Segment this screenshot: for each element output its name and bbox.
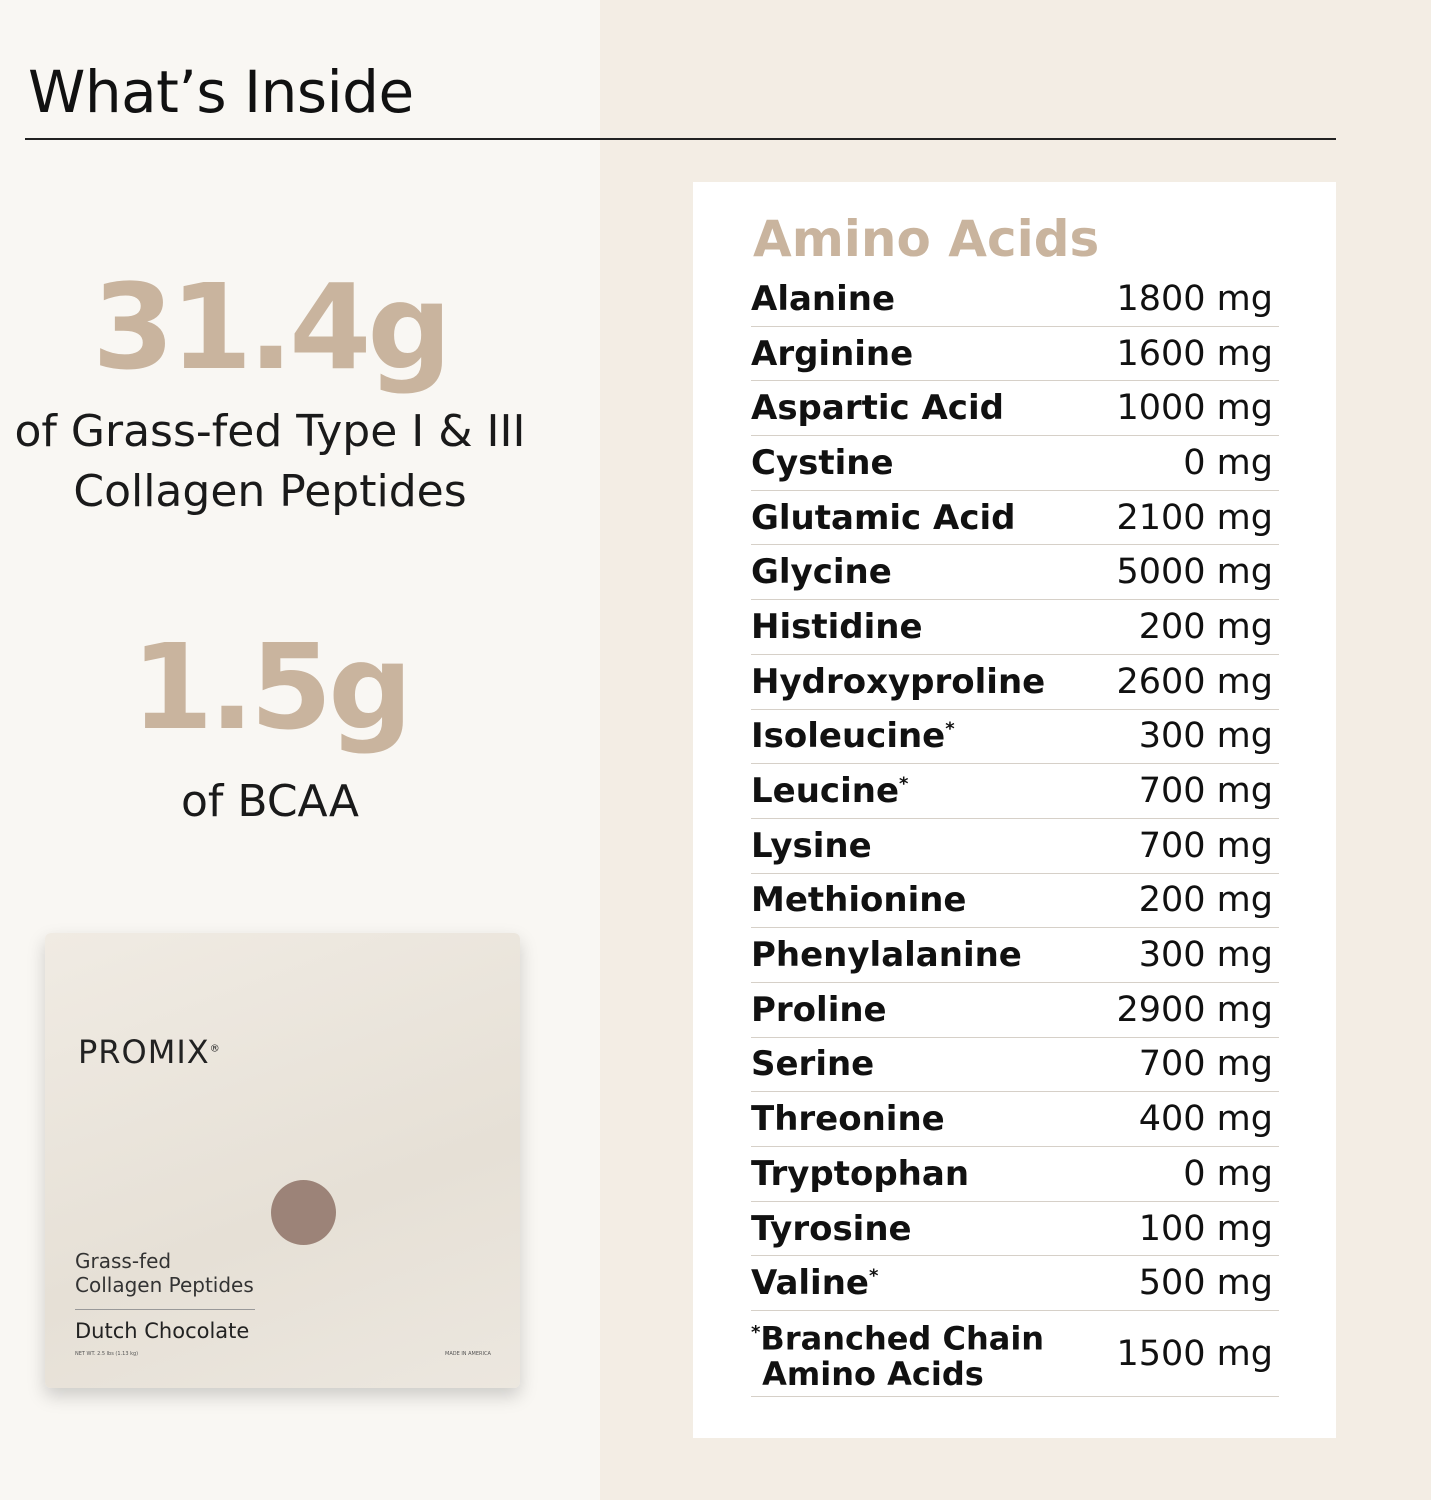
table-row: Tryptophan 0 mg [751, 1147, 1279, 1202]
amino-acid-name: Isoleucine* [751, 716, 955, 757]
bag-flavor: Dutch Chocolate [75, 1319, 250, 1343]
title-divider [25, 138, 1336, 140]
amino-acid-name: Tyrosine [751, 1208, 912, 1249]
bcaa-amount: 1.5g [131, 618, 413, 756]
amino-acid-name: Glutamic Acid [751, 497, 1016, 538]
table-row-bcaa-total: *Branched Chain Amino Acids 1500 mg [751, 1311, 1279, 1398]
amino-acid-value: 400 mg [1138, 1099, 1273, 1140]
bcaa-stat: 1.5g of BCAA [0, 628, 540, 832]
amino-acid-value: 500 mg [1138, 1263, 1273, 1304]
amino-acid-value: 100 mg [1138, 1208, 1273, 1249]
amino-acid-value: 2100 mg [1116, 497, 1273, 538]
collagen-amount: 31.4g [92, 258, 452, 396]
amino-acid-name: Glycine [751, 552, 892, 593]
amino-acid-name: Arginine [751, 333, 914, 374]
table-row: Alanine 1800 mg [751, 272, 1279, 327]
table-row: Histidine 200 mg [751, 600, 1279, 655]
bag-divider [75, 1309, 255, 1310]
amino-acid-name: Lysine [751, 825, 872, 866]
amino-acid-name: Proline [751, 989, 887, 1030]
amino-acid-value: 300 mg [1138, 935, 1273, 976]
amino-acid-value: 2600 mg [1116, 661, 1273, 702]
table-row: Proline 2900 mg [751, 983, 1279, 1038]
bag-product-name: Grass-fed Collagen Peptides [75, 1249, 254, 1297]
table-row: Aspartic Acid 1000 mg [751, 381, 1279, 437]
amino-acid-name: Methionine [751, 880, 967, 921]
table-row: Cystine 0 mg [751, 436, 1279, 491]
table-row: Tyrosine 100 mg [751, 1202, 1279, 1257]
product-bag-image: PROMIX® Grass-fed Collagen Peptides Dutch… [45, 933, 520, 1388]
amino-acid-name: Tryptophan [751, 1153, 970, 1194]
table-heading: Amino Acids [753, 210, 1100, 268]
amino-acid-value: 700 mg [1138, 825, 1273, 866]
amino-acid-value: 300 mg [1138, 716, 1273, 757]
amino-acid-value: 700 mg [1138, 771, 1273, 812]
amino-acid-table-card: Amino Acids Alanine 1800 mg Arginine 1600 m… [693, 182, 1336, 1438]
table-row: Arginine 1600 mg [751, 327, 1279, 382]
amino-acid-name: Hydroxyproline [751, 661, 1046, 702]
bcaa-footnote-label: *Branched Chain Amino Acids [751, 1319, 1045, 1394]
amino-acid-table: Alanine 1800 mg Arginine 1600 mg Aspartic Ac… [751, 272, 1279, 1398]
brand-logo: PROMIX® [78, 1033, 221, 1071]
bag-origin: MADE IN AMERICA [445, 1351, 491, 1357]
amino-acid-value: 1000 mg [1116, 388, 1273, 429]
amino-acid-name: Cystine [751, 442, 894, 483]
page-title: What’s Inside [28, 58, 414, 126]
amino-acid-name: Threonine [751, 1099, 945, 1140]
amino-acid-value: 200 mg [1138, 606, 1273, 647]
amino-acid-name: Serine [751, 1044, 875, 1085]
bcaa-label: of BCAA [181, 776, 359, 827]
amino-acid-name: Leucine* [751, 771, 909, 812]
amino-acid-value: 0 mg [1183, 1153, 1273, 1194]
table-row: Leucine* 700 mg [751, 764, 1279, 819]
amino-acid-name: Aspartic Acid [751, 388, 1004, 429]
amino-acid-value: 0 mg [1183, 442, 1273, 483]
amino-acid-value: 700 mg [1138, 1044, 1273, 1085]
table-row: Methionine 200 mg [751, 874, 1279, 929]
amino-acid-name: Alanine [751, 278, 896, 319]
table-row: Isoleucine* 300 mg [751, 710, 1279, 765]
amino-acid-value: 5000 mg [1116, 552, 1273, 593]
amino-acid-value: 200 mg [1138, 880, 1273, 921]
table-row: Serine 700 mg [751, 1038, 1279, 1093]
table-row: Glycine 5000 mg [751, 545, 1279, 601]
amino-acid-value: 1600 mg [1116, 333, 1273, 374]
table-row: Threonine 400 mg [751, 1092, 1279, 1147]
table-row: Phenylalanine 300 mg [751, 928, 1279, 983]
bcaa-total-value: 1500 mg [1116, 1333, 1273, 1374]
bag-net-weight: NET WT. 2.5 lbs (1.13 kg) [75, 1351, 139, 1357]
amino-acid-name: Valine* [751, 1263, 879, 1304]
table-row: Lysine 700 mg [751, 819, 1279, 874]
collagen-stat: 31.4g of Grass-fed Type I & III Collagen… [0, 268, 540, 522]
collagen-label-1: of Grass-fed Type I & III [14, 406, 526, 457]
amino-acid-name: Phenylalanine [751, 935, 1022, 976]
collagen-label-2: Collagen Peptides [73, 466, 467, 517]
table-row: Hydroxyproline 2600 mg [751, 655, 1279, 710]
table-row: Glutamic Acid 2100 mg [751, 491, 1279, 546]
table-row: Valine* 500 mg [751, 1256, 1279, 1312]
amino-acid-name: Histidine [751, 606, 923, 647]
amino-acid-value: 1800 mg [1116, 278, 1273, 319]
amino-acid-value: 2900 mg [1116, 989, 1273, 1030]
flavor-dot [271, 1180, 336, 1245]
